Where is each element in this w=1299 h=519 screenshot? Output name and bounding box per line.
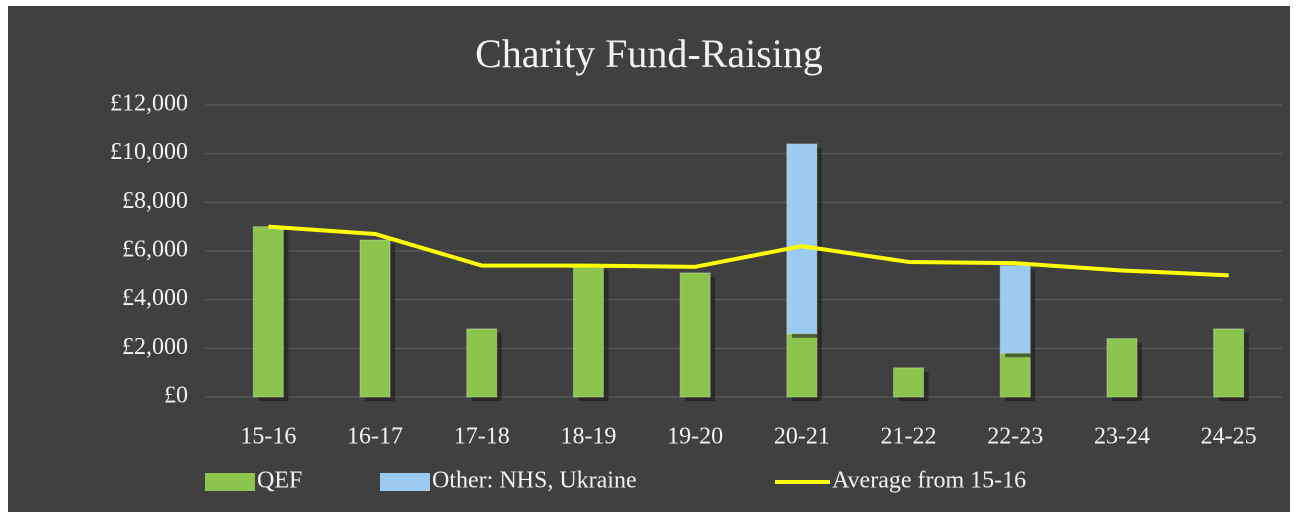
x-tick-label: 19-20 — [667, 424, 723, 450]
chart-background — [8, 6, 1290, 512]
y-tick-label: £4,000 — [122, 285, 188, 311]
x-tick-label: 20-21 — [774, 424, 830, 450]
bar — [999, 265, 1031, 354]
x-tick-label: 15-16 — [240, 424, 296, 450]
y-tick-label: £0 — [164, 383, 188, 409]
bar — [786, 333, 818, 398]
bar — [252, 226, 284, 398]
legend-label: Average from 15-16 — [832, 468, 1026, 494]
x-tick-label: 24-25 — [1201, 424, 1257, 450]
legend-swatch — [205, 473, 255, 491]
legend-label: Other: NHS, Ukraine — [432, 468, 637, 494]
bar — [999, 352, 1031, 398]
line — [268, 224, 1229, 278]
bar — [359, 239, 391, 398]
bar — [1106, 338, 1138, 398]
x-tick-label: 21-22 — [881, 424, 937, 450]
legend-label: QEF — [257, 468, 302, 494]
bar — [1213, 328, 1245, 398]
y-tick-label: £10,000 — [110, 139, 188, 165]
bar — [466, 328, 498, 398]
y-tick-label: £6,000 — [122, 237, 188, 263]
x-tick-label: 23-24 — [1094, 424, 1150, 450]
legend-swatch — [380, 473, 430, 491]
bar — [786, 143, 818, 335]
chart-title: Charity Fund-Raising — [475, 31, 823, 76]
x-tick-label: 18-19 — [560, 424, 616, 450]
bar — [893, 367, 925, 398]
x-tick-label: 22-23 — [987, 424, 1043, 450]
y-tick-label: £12,000 — [110, 91, 188, 117]
y-tick-label: £8,000 — [122, 188, 188, 214]
bar — [679, 272, 711, 398]
y-tick-label: £2,000 — [122, 334, 188, 360]
x-tick-label: 17-18 — [454, 424, 510, 450]
bar — [572, 265, 604, 398]
x-tick-label: 16-17 — [347, 424, 403, 450]
